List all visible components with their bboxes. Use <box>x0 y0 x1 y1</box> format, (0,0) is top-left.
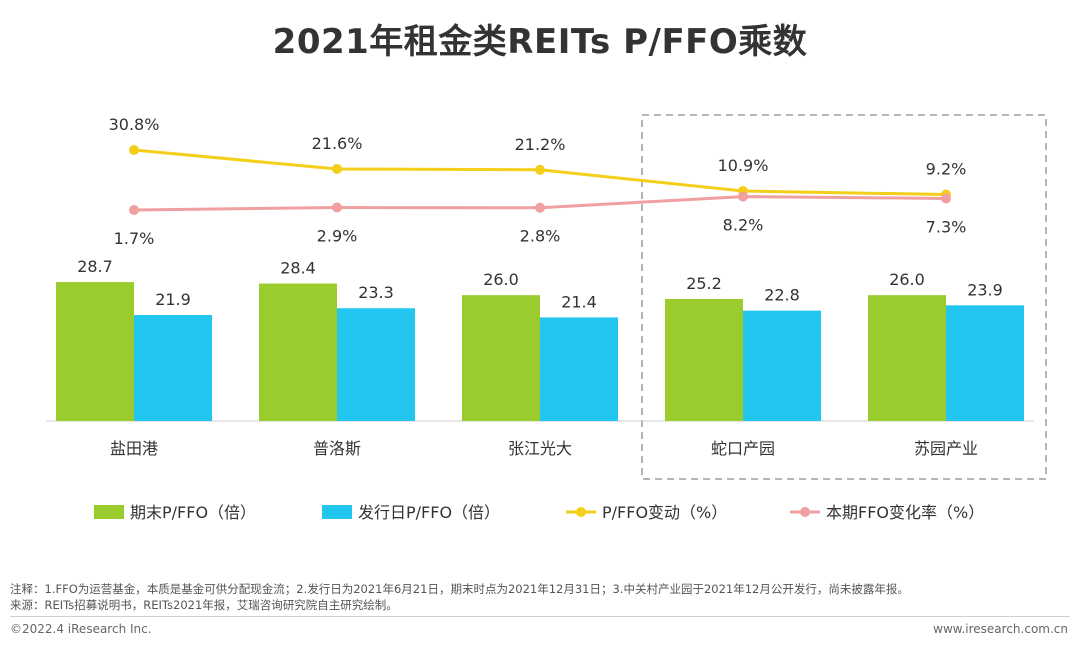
bar-value-label: 23.3 <box>358 283 394 302</box>
bar-end-period-cat-3 <box>462 295 540 421</box>
point-pffo-change-cat-1 <box>129 145 139 155</box>
category-label: 张江光大 <box>508 439 572 458</box>
bar-issue-date-cat-2 <box>337 308 415 421</box>
line-value-label: 7.3% <box>926 217 967 236</box>
legend-item: 本期FFO变化率（%） <box>790 503 984 522</box>
point-ffo-rate-cat-4 <box>738 191 748 202</box>
line-value-label: 8.2% <box>723 216 764 235</box>
line-value-label: 2.9% <box>317 227 358 246</box>
bar-end-period-cat-2 <box>259 283 337 421</box>
bar-issue-date-cat-5 <box>946 305 1024 421</box>
legend-item: 发行日P/FFO（倍） <box>322 503 500 522</box>
point-pffo-change-cat-2 <box>332 163 342 174</box>
bar-issue-date-cat-4 <box>743 310 821 421</box>
legend-label: 期末P/FFO（倍） <box>130 503 256 522</box>
bar-value-label: 22.8 <box>764 286 800 305</box>
legend-item: P/FFO变动（%） <box>566 503 727 522</box>
bar-end-period-cat-4 <box>665 299 743 421</box>
bar-issue-date-cat-1 <box>134 315 212 421</box>
footer-divider <box>10 616 1070 617</box>
bar-value-label: 21.4 <box>561 292 597 311</box>
source-text: 来源：REITs招募说明书，REITs2021年报，艾瑞咨询研究院自主研究绘制。 <box>10 598 398 612</box>
bar-value-label: 25.2 <box>686 274 722 293</box>
legend-label: 本期FFO变化率（%） <box>826 503 984 522</box>
legend-item: 期末P/FFO（倍） <box>94 503 256 522</box>
bar-end-period-cat-1 <box>56 282 134 421</box>
point-ffo-rate-cat-2 <box>332 202 342 213</box>
bar-value-label: 28.7 <box>77 257 113 276</box>
legend-marker <box>800 507 810 517</box>
legend-marker <box>576 507 586 517</box>
bar-value-label: 23.9 <box>967 280 1003 299</box>
category-label: 蛇口产园 <box>711 439 775 458</box>
point-ffo-rate-cat-5 <box>941 193 951 204</box>
legend-swatch <box>322 505 352 519</box>
legend-label: 发行日P/FFO（倍） <box>358 503 500 522</box>
legend-swatch <box>94 505 124 519</box>
point-pffo-change-cat-3 <box>535 164 545 175</box>
category-label: 普洛斯 <box>313 439 361 458</box>
point-ffo-rate-cat-1 <box>129 205 139 215</box>
line-value-label: 21.6% <box>312 134 363 153</box>
line-value-label: 30.8% <box>109 115 160 134</box>
bar-value-label: 28.4 <box>280 259 316 278</box>
line-value-label: 21.2% <box>515 135 566 154</box>
footnote-text: 注释：1.FFO为运营基金，本质是基金可供分配现金流；2.发行日为2021年6月… <box>10 582 909 596</box>
bar-end-period-cat-5 <box>868 295 946 421</box>
category-label: 苏园产业 <box>914 439 978 458</box>
category-label: 盐田港 <box>110 439 158 458</box>
legend-label: P/FFO变动（%） <box>602 503 727 522</box>
bar-value-label: 21.9 <box>155 290 191 309</box>
bar-issue-date-cat-3 <box>540 317 618 421</box>
point-ffo-rate-cat-3 <box>535 202 545 213</box>
line-value-label: 10.9% <box>718 156 769 175</box>
bar-value-label: 26.0 <box>483 270 519 289</box>
chart-title: 2021年租金类REITs P/FFO乘数 <box>272 22 808 62</box>
line-value-label: 1.7% <box>114 229 155 248</box>
line-value-label: 2.8% <box>520 227 561 246</box>
chart-area: 28.7 21.9 盐田港 28.4 23.3 普洛斯 26.0 21.4 张江光大 25.2 22… <box>46 114 1047 522</box>
copyright-text: ©2022.4 iResearch Inc. <box>10 622 152 636</box>
website-link[interactable]: www.iresearch.com.cn <box>933 622 1068 636</box>
bar-value-label: 26.0 <box>889 270 925 289</box>
line-value-label: 9.2% <box>926 160 967 179</box>
